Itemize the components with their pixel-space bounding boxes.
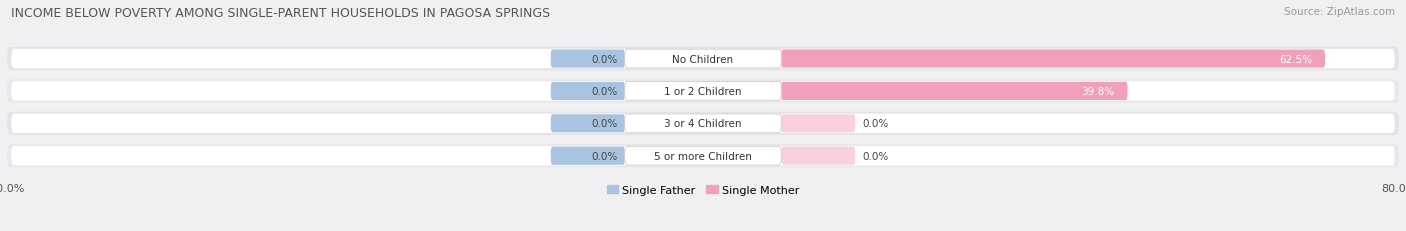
Text: 0.0%: 0.0% <box>862 151 889 161</box>
FancyBboxPatch shape <box>551 115 624 133</box>
Text: 0.0%: 0.0% <box>592 151 617 161</box>
Text: 39.8%: 39.8% <box>1081 87 1115 97</box>
Text: 62.5%: 62.5% <box>1279 54 1312 64</box>
FancyBboxPatch shape <box>782 50 1324 68</box>
FancyBboxPatch shape <box>11 114 1395 134</box>
FancyBboxPatch shape <box>782 147 855 165</box>
FancyBboxPatch shape <box>11 50 1395 69</box>
FancyBboxPatch shape <box>551 50 624 68</box>
Text: 0.0%: 0.0% <box>592 87 617 97</box>
FancyBboxPatch shape <box>11 146 1395 166</box>
Text: 0.0%: 0.0% <box>592 54 617 64</box>
FancyBboxPatch shape <box>551 82 624 100</box>
FancyBboxPatch shape <box>7 80 1399 103</box>
Text: INCOME BELOW POVERTY AMONG SINGLE-PARENT HOUSEHOLDS IN PAGOSA SPRINGS: INCOME BELOW POVERTY AMONG SINGLE-PARENT… <box>11 7 550 20</box>
Text: 3 or 4 Children: 3 or 4 Children <box>664 119 742 129</box>
Legend: Single Father, Single Mother: Single Father, Single Mother <box>602 181 804 200</box>
FancyBboxPatch shape <box>782 82 1128 100</box>
Text: 1 or 2 Children: 1 or 2 Children <box>664 87 742 97</box>
FancyBboxPatch shape <box>782 115 855 133</box>
Text: Source: ZipAtlas.com: Source: ZipAtlas.com <box>1284 7 1395 17</box>
Text: 0.0%: 0.0% <box>592 119 617 129</box>
FancyBboxPatch shape <box>7 144 1399 168</box>
Text: 0.0%: 0.0% <box>862 119 889 129</box>
FancyBboxPatch shape <box>551 147 624 165</box>
FancyBboxPatch shape <box>11 82 1395 101</box>
FancyBboxPatch shape <box>624 82 782 101</box>
Text: No Children: No Children <box>672 54 734 64</box>
FancyBboxPatch shape <box>7 48 1399 71</box>
FancyBboxPatch shape <box>624 50 782 69</box>
FancyBboxPatch shape <box>624 147 782 165</box>
FancyBboxPatch shape <box>624 114 782 133</box>
FancyBboxPatch shape <box>7 112 1399 135</box>
Text: 5 or more Children: 5 or more Children <box>654 151 752 161</box>
